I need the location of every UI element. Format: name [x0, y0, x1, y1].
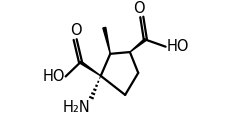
Text: HO: HO: [166, 39, 189, 54]
Polygon shape: [103, 27, 110, 54]
Text: O: O: [133, 1, 145, 16]
Polygon shape: [80, 61, 101, 76]
Text: O: O: [71, 23, 82, 38]
Text: H₂N: H₂N: [62, 100, 90, 115]
Polygon shape: [130, 39, 146, 52]
Text: HO: HO: [42, 69, 65, 84]
